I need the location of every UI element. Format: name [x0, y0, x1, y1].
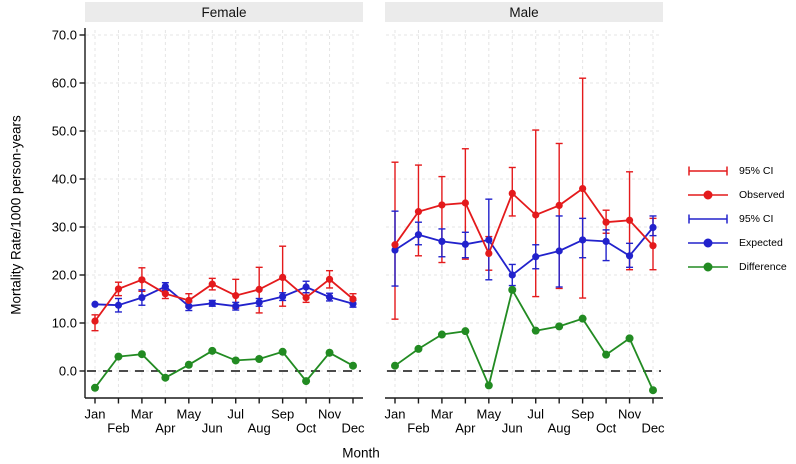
x-axis-title: Month	[342, 445, 380, 461]
y-tick-label: 50.0	[52, 124, 77, 139]
expected-ci-whiskers	[391, 198, 657, 288]
x-tick-label: Mar	[431, 407, 454, 422]
legend-label: Difference	[739, 261, 787, 273]
x-tick-label: Sep	[571, 407, 594, 422]
line-dot-icon	[688, 238, 728, 248]
legend-label: Expected	[739, 237, 783, 249]
x-tick-label: Aug	[548, 421, 571, 436]
x-tick-label: Oct	[296, 421, 317, 436]
ci-whisker-icon	[688, 166, 728, 176]
x-tick-label: Jul	[527, 407, 544, 422]
legend-label: 95% CI	[739, 165, 774, 177]
x-tick-label: May	[177, 407, 202, 422]
x-tick-label: Nov	[318, 407, 342, 422]
x-tick-label: Jul	[227, 407, 244, 422]
legend-item-observed: Observed	[686, 189, 787, 201]
legend-item-observed-ci: 95% CI	[686, 165, 787, 177]
difference-series	[391, 285, 657, 395]
y-tick-label: 10.0	[52, 316, 77, 331]
x-tick-label: Dec	[341, 421, 365, 436]
y-tick-label: 20.0	[52, 268, 77, 283]
legend-label: 95% CI	[739, 213, 774, 225]
legend-item-expected-ci: 95% CI	[686, 213, 787, 225]
x-tick-label: Oct	[596, 421, 617, 436]
observed-series	[391, 185, 657, 257]
x-tick-label: Apr	[455, 421, 476, 436]
x-tick-label: Jun	[502, 421, 523, 436]
ci-whisker-icon	[688, 214, 728, 224]
x-tick-label: Aug	[248, 421, 271, 436]
legend-label: Observed	[739, 189, 785, 201]
legend: 95% CI Observed 95% CI Expected	[686, 165, 787, 273]
gridlines	[86, 30, 362, 396]
x-tick-label: Sep	[271, 407, 294, 422]
x-tick-label: Apr	[155, 421, 176, 436]
x-tick-label: Jan	[85, 407, 106, 422]
gridlines	[386, 30, 662, 396]
legend-item-difference: Difference	[686, 261, 787, 273]
y-tick-label: 70.0	[52, 28, 77, 43]
axes	[385, 397, 663, 404]
observed-ci-whiskers	[391, 77, 657, 320]
x-tick-label: Feb	[407, 421, 429, 436]
axes	[79, 28, 363, 404]
y-tick-label: 60.0	[52, 76, 77, 91]
observed-series	[91, 273, 357, 325]
y-tick-label: 40.0	[52, 172, 77, 187]
x-tick-label: May	[477, 407, 502, 422]
line-dot-icon	[688, 262, 728, 272]
difference-series	[91, 346, 357, 392]
x-tick-label: Jan	[385, 407, 406, 422]
expected-series	[391, 223, 657, 279]
x-tick-label: Jun	[202, 421, 223, 436]
x-tick-label: Dec	[641, 421, 665, 436]
y-tick-label: 0.0	[59, 364, 77, 379]
x-tick-label: Feb	[107, 421, 129, 436]
panel-header-female: Female	[85, 2, 363, 22]
legend-item-expected: Expected	[686, 237, 787, 249]
x-tick-label: Mar	[131, 407, 154, 422]
y-axis-title: Mortality Rate/1000 person-years	[8, 115, 24, 315]
panel-header-male: Male	[385, 2, 663, 22]
line-dot-icon	[688, 190, 728, 200]
expected-series	[91, 282, 357, 310]
x-tick-label: Nov	[618, 407, 642, 422]
y-tick-label: 30.0	[52, 220, 77, 235]
